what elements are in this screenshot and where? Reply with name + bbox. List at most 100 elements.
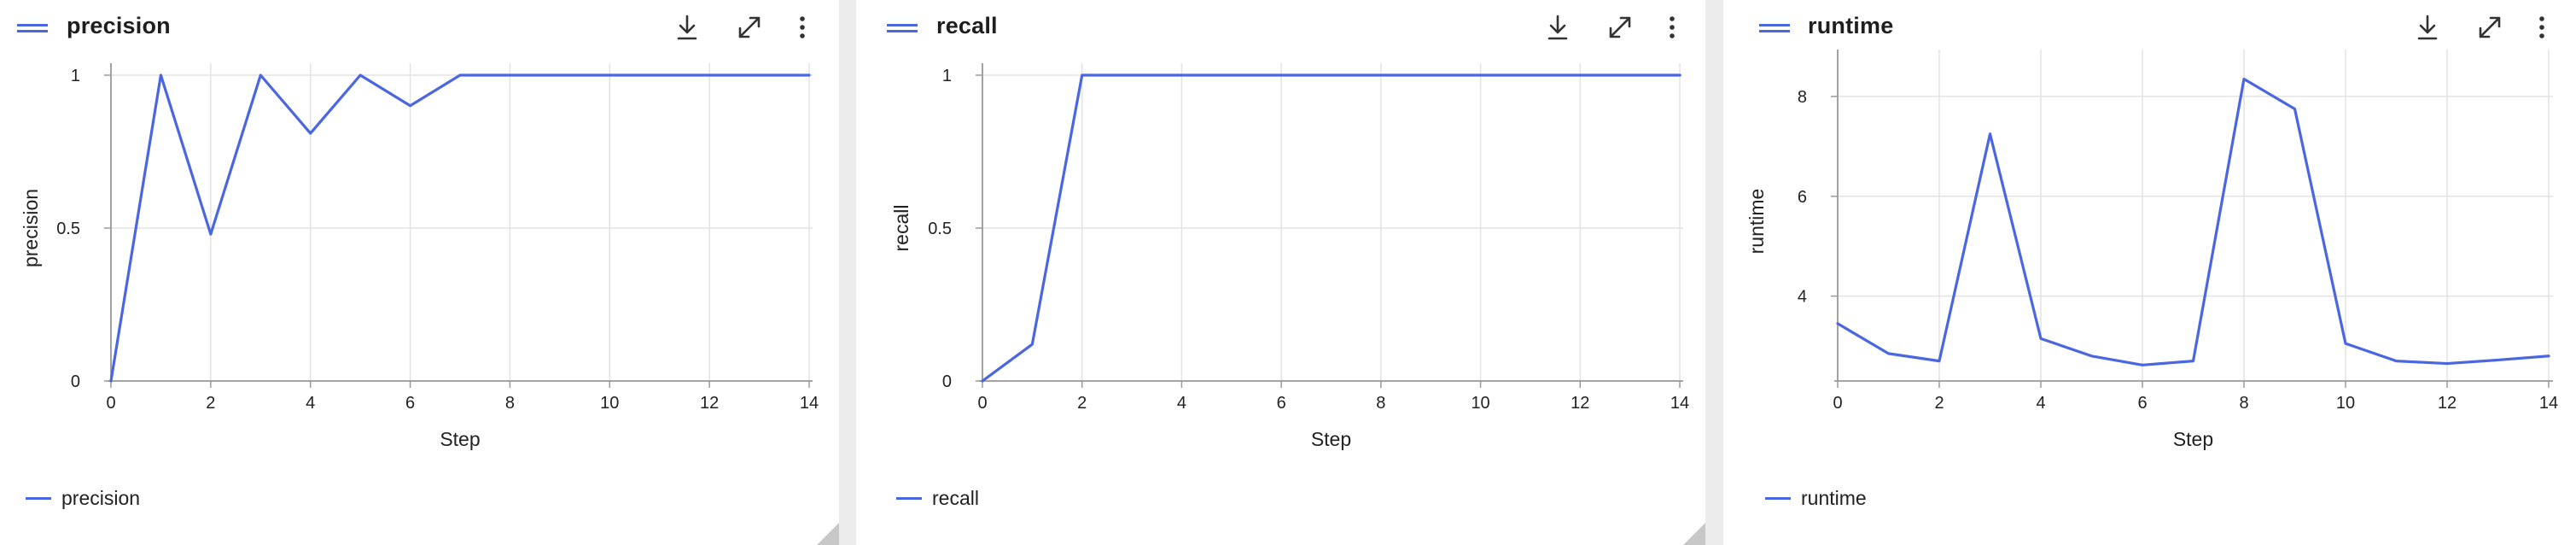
data-point[interactable]	[107, 377, 115, 385]
download-icon[interactable]	[1541, 10, 1575, 44]
x-tick-label: 12	[2438, 394, 2457, 413]
data-point[interactable]	[1885, 349, 1893, 358]
x-tick-label: 4	[306, 394, 315, 413]
x-axis-label: Step	[2173, 428, 2213, 450]
data-point[interactable]	[2037, 334, 2045, 343]
drag-handle-icon[interactable]	[1759, 24, 1790, 32]
download-icon[interactable]	[2410, 10, 2445, 44]
x-tick-label: 8	[505, 394, 515, 413]
expand-icon[interactable]	[2473, 10, 2507, 44]
x-axis-label: Step	[440, 428, 480, 450]
data-point[interactable]	[256, 71, 265, 79]
data-point[interactable]	[1377, 71, 1385, 79]
data-point[interactable]	[1277, 71, 1285, 79]
data-point[interactable]	[1833, 319, 1842, 328]
resize-handle[interactable]	[817, 523, 839, 545]
download-icon[interactable]	[670, 10, 704, 44]
legend-label: recall	[932, 486, 979, 509]
series-line-runtime[interactable]	[1836, 77, 2550, 366]
data-point[interactable]	[2341, 339, 2350, 348]
x-tick-label: 0	[977, 394, 987, 413]
y-axis-label: recall	[890, 205, 912, 252]
x-tick-label: 0	[106, 394, 115, 413]
data-point[interactable]	[505, 71, 514, 79]
data-point[interactable]	[705, 71, 714, 79]
data-point[interactable]	[356, 71, 364, 79]
legend-item[interactable]: runtime	[1765, 485, 1867, 511]
data-point[interactable]	[1078, 71, 1087, 79]
chart-card-header: runtime	[1723, 0, 2576, 56]
legend-swatch	[26, 496, 51, 500]
data-point[interactable]	[755, 71, 764, 79]
data-point[interactable]	[2544, 352, 2553, 360]
data-point[interactable]	[456, 71, 464, 79]
data-point[interactable]	[2189, 357, 2198, 366]
x-tick-label: 8	[1376, 394, 1385, 413]
data-point[interactable]	[1676, 71, 1684, 79]
x-tick-label: 10	[600, 394, 619, 413]
data-point[interactable]	[1935, 357, 1944, 366]
x-tick-label: 12	[1571, 394, 1589, 413]
x-tick-label: 6	[405, 394, 415, 413]
chart-title: precision	[67, 13, 171, 38]
drag-handle-icon[interactable]	[17, 24, 48, 32]
data-point[interactable]	[2443, 360, 2451, 368]
data-point[interactable]	[1526, 71, 1535, 79]
x-axis-label: Step	[1311, 428, 1351, 450]
data-point[interactable]	[2494, 355, 2503, 364]
x-tick-label: 2	[206, 394, 215, 413]
legend-swatch	[1765, 496, 1791, 500]
legend-item[interactable]: precision	[26, 485, 140, 511]
expand-icon[interactable]	[1603, 10, 1637, 44]
more-vert-icon[interactable]	[1655, 10, 1689, 44]
data-point[interactable]	[1028, 340, 1036, 349]
x-tick-label: 12	[700, 394, 719, 413]
data-point[interactable]	[1177, 71, 1186, 79]
data-point[interactable]	[978, 377, 987, 385]
data-point[interactable]	[1227, 71, 1236, 79]
x-tick-label: 8	[2239, 394, 2248, 413]
data-point[interactable]	[1477, 71, 1485, 79]
data-point[interactable]	[306, 129, 315, 138]
expand-icon[interactable]	[732, 10, 766, 44]
data-point[interactable]	[556, 71, 564, 79]
data-point[interactable]	[2088, 352, 2096, 360]
data-point[interactable]	[2138, 360, 2147, 369]
more-vert-icon[interactable]	[785, 10, 819, 44]
y-axis-label: runtime	[1746, 189, 1768, 255]
data-point[interactable]	[1576, 71, 1584, 79]
data-point[interactable]	[2240, 74, 2248, 83]
series-line-recall[interactable]	[981, 73, 1681, 383]
data-point[interactable]	[406, 102, 415, 110]
x-tick-label: 6	[2137, 394, 2147, 413]
resize-handle[interactable]	[1683, 523, 1705, 545]
data-point[interactable]	[1327, 71, 1336, 79]
y-tick-label: 8	[1798, 88, 1807, 107]
data-point[interactable]	[1128, 71, 1136, 79]
x-tick-label: 10	[1471, 394, 1489, 413]
data-point[interactable]	[605, 71, 614, 79]
data-point[interactable]	[2392, 357, 2401, 366]
x-tick-label: 2	[1934, 394, 1944, 413]
data-point[interactable]	[2291, 105, 2299, 114]
chart-title: recall	[936, 13, 998, 38]
x-tick-label: 6	[1277, 394, 1286, 413]
legend-item[interactable]: recall	[896, 485, 979, 511]
data-point[interactable]	[805, 71, 813, 79]
chart-card-runtime: runtime 4 6 8 0 2 4 6 8 10 12 14 Step runtime runtim…	[1723, 0, 2576, 545]
y-tick-label: 0	[942, 372, 952, 391]
x-tick-label: 0	[1833, 394, 1842, 413]
data-point[interactable]	[1626, 71, 1635, 79]
data-point[interactable]	[156, 71, 165, 79]
data-point[interactable]	[656, 71, 664, 79]
data-point[interactable]	[1986, 130, 1995, 138]
data-point[interactable]	[207, 230, 215, 238]
y-tick-label: 4	[1798, 288, 1807, 307]
data-point[interactable]	[1426, 71, 1435, 79]
y-tick-label: 0.5	[928, 220, 952, 238]
drag-handle-icon[interactable]	[887, 24, 918, 32]
legend-swatch	[896, 496, 922, 500]
chart-title: runtime	[1808, 13, 1894, 38]
series-line-precision[interactable]	[109, 73, 811, 383]
more-vert-icon[interactable]	[2525, 10, 2559, 44]
